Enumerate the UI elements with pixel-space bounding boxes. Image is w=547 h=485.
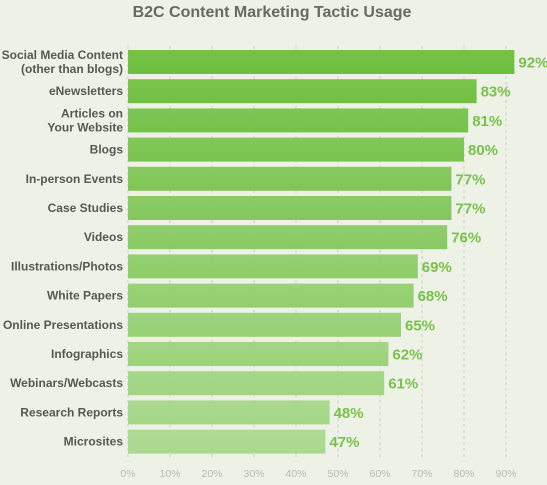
bar-6: [128, 225, 448, 250]
category-labels: Social Media Content(other than blogs) eN…: [2, 48, 124, 449]
category-label-0-0: Social Media Content: [2, 48, 123, 62]
x-tick-label-6: 60%: [369, 468, 390, 480]
value-label-0: 92%: [518, 55, 547, 72]
category-label-13: Microsites: [64, 435, 124, 449]
x-tick-label-9: 90%: [495, 468, 516, 480]
x-tick-label-4: 40%: [285, 468, 306, 480]
value-labels: 92% 83% 81% 80% 77% 77% 76% 69% 68% 65% 62% 61% 48% 4…: [329, 55, 547, 452]
bar-9: [128, 312, 401, 337]
category-label-6: Videos: [84, 230, 123, 244]
category-label-8: White Papers: [47, 289, 123, 303]
x-tick-label-8: 80%: [453, 468, 474, 480]
category-label-11: Webinars/Webcasts: [10, 376, 123, 390]
bar-10: [128, 342, 389, 366]
bar-2: [128, 108, 469, 133]
category-label-0-1: (other than blogs): [21, 62, 123, 76]
x-tick-label-1: 10%: [159, 468, 180, 480]
bars: [128, 50, 515, 454]
category-label-10: Infographics: [51, 347, 123, 361]
bar-5: [128, 196, 452, 220]
bar-11: [128, 371, 385, 396]
bar-8: [128, 283, 414, 308]
value-label-9: 65%: [405, 317, 435, 334]
category-label-12: Research Reports: [20, 405, 123, 419]
value-label-6: 76%: [451, 230, 481, 247]
bar-1: [128, 79, 477, 104]
bar-4: [128, 166, 452, 191]
category-label-5: Case Studies: [48, 201, 124, 215]
value-label-3: 80%: [468, 142, 498, 159]
x-tick-label-2: 20%: [201, 468, 222, 480]
value-label-10: 62%: [392, 347, 422, 364]
chart-title: B2C Content Marketing Tactic Usage: [133, 4, 412, 21]
bar-12: [128, 400, 330, 425]
category-label-2-0: Articles on: [61, 106, 123, 120]
value-label-1: 83%: [481, 84, 511, 101]
category-label-4: In-person Events: [26, 172, 124, 186]
x-tick-label-5: 50%: [327, 468, 348, 480]
x-tick-label-0: 0%: [120, 468, 135, 480]
category-label-2-1: Your Website: [47, 120, 123, 134]
bar-13: [128, 429, 326, 454]
value-label-8: 68%: [418, 288, 448, 305]
value-label-4: 77%: [455, 171, 485, 188]
value-label-5: 77%: [455, 201, 485, 218]
value-label-12: 48%: [334, 405, 364, 422]
bar-3: [128, 137, 464, 162]
grid-lines: [127, 46, 507, 458]
value-label-2: 81%: [472, 113, 502, 130]
bar-7: [128, 254, 418, 279]
x-tick-labels: 0% 10% 20% 30% 40% 50% 60% 70% 80% 90%: [120, 468, 516, 480]
category-label-3: Blogs: [90, 143, 124, 157]
value-label-7: 69%: [422, 259, 452, 276]
value-label-11: 61%: [388, 376, 418, 393]
value-label-13: 47%: [329, 434, 359, 451]
bar-0: [128, 50, 515, 74]
x-tick-label-3: 30%: [243, 468, 264, 480]
x-tick-label-7: 70%: [411, 468, 432, 480]
category-label-9: Online Presentations: [3, 318, 123, 332]
category-label-1: eNewsletters: [49, 84, 123, 98]
category-label-7: Illustrations/Photos: [11, 259, 123, 273]
